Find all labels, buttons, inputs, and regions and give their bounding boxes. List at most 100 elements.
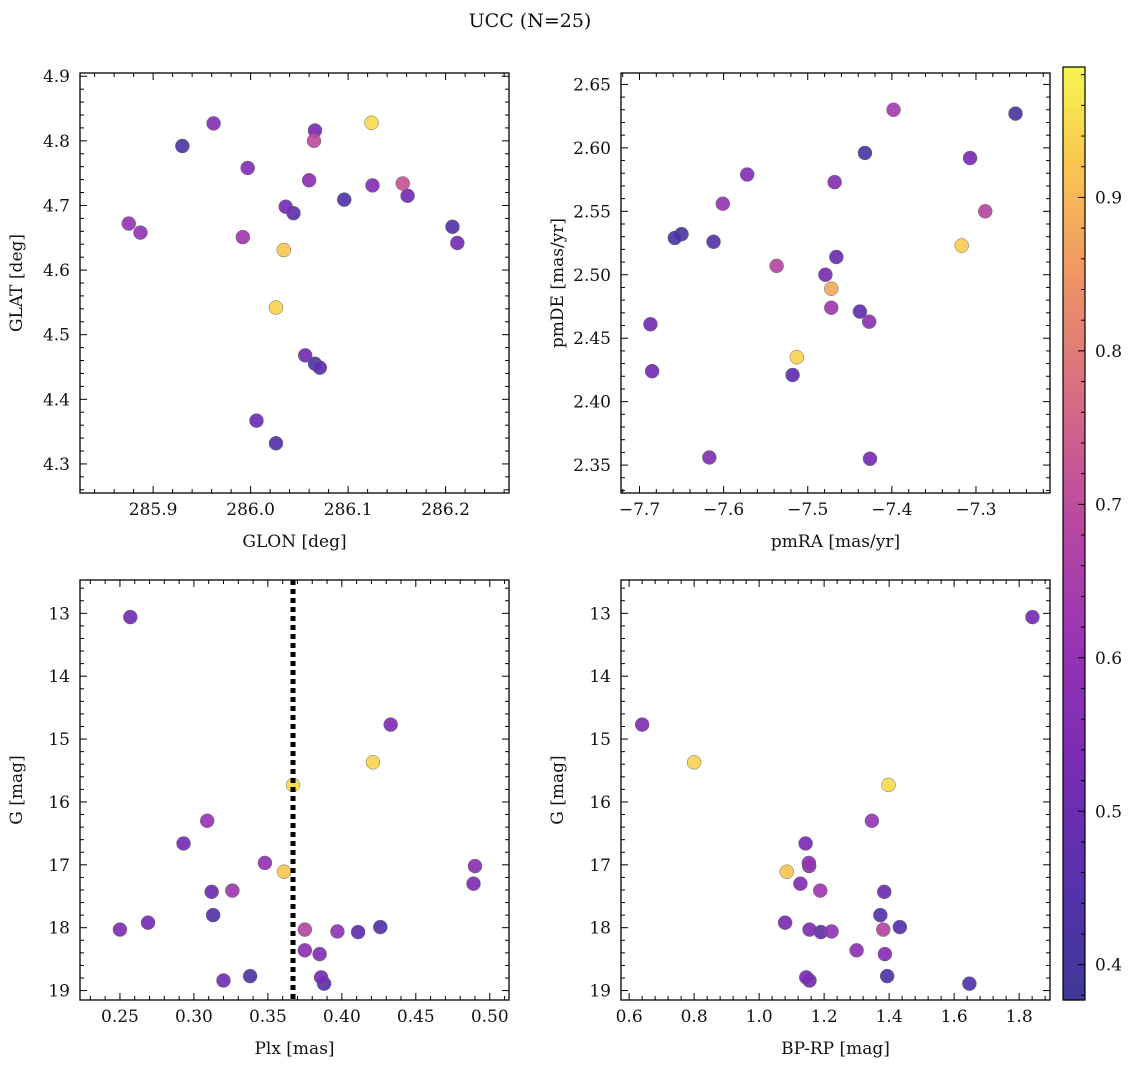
colorbar-segment <box>1063 121 1085 130</box>
data-point <box>175 138 190 154</box>
colorbar-segment <box>1063 828 1085 838</box>
colorbar-segment <box>1063 90 1085 99</box>
scatter-points <box>112 609 483 991</box>
colorbar-segment <box>1063 510 1085 519</box>
data-point <box>962 976 977 991</box>
colorbar-tick-label: 0.7 <box>1095 495 1122 515</box>
data-point <box>876 922 891 937</box>
data-point <box>467 858 483 874</box>
colorbar-segment <box>1063 766 1085 776</box>
x-tick-label: −7.3 <box>955 500 996 520</box>
colorbar-segment <box>1063 720 1085 729</box>
colorbar-segment <box>1063 136 1085 146</box>
colorbar-segment <box>1063 370 1085 379</box>
x-axis-label: BP-RP [mag] <box>781 1039 890 1059</box>
colorbar-segment <box>1063 144 1085 154</box>
colorbar-segment <box>1063 564 1085 573</box>
colorbar-segment <box>1063 432 1085 441</box>
colorbar-segment <box>1063 611 1085 620</box>
data-point <box>365 755 381 770</box>
data-point <box>824 281 839 296</box>
y-tick-label: 2.65 <box>573 75 611 95</box>
x-tick-label: 285.9 <box>129 500 178 520</box>
x-tick-label: −7.6 <box>703 500 744 520</box>
y-axis-label: pmDE [mas/yr] <box>548 218 568 348</box>
colorbar-segment <box>1063 704 1085 713</box>
y-tick-label: 15 <box>589 730 611 750</box>
panel-glon-glat: 285.9 286.0 286.1 286.2 4.3 4.4 4.5 4.6 4.7 4.8 4.… <box>7 67 510 552</box>
colorbar-segment <box>1063 852 1085 861</box>
x-tick-label: −7.7 <box>619 500 660 520</box>
data-point <box>336 192 352 207</box>
data-point <box>140 915 156 930</box>
y-tick-label: 4.3 <box>43 455 70 475</box>
colorbar-segment <box>1063 292 1085 301</box>
colorbar-segment <box>1063 323 1085 332</box>
data-point <box>242 968 258 984</box>
colorbar-segment <box>1063 751 1085 760</box>
x-tick-label: 0.25 <box>101 1007 139 1027</box>
colorbar-segment <box>1063 206 1085 216</box>
colorbar-segment <box>1063 74 1085 84</box>
data-point <box>769 258 784 274</box>
colorbar-segment <box>1063 440 1085 449</box>
data-point <box>877 884 892 900</box>
colorbar-segment <box>1063 906 1085 916</box>
colorbar-segment <box>1063 183 1085 192</box>
y-tick-label: 13 <box>48 604 70 624</box>
data-point <box>962 150 978 166</box>
data-point <box>278 199 293 215</box>
data-point <box>801 855 817 871</box>
x-tick-label: 0.35 <box>249 1007 287 1027</box>
x-tick-label: 1.6 <box>941 1007 968 1027</box>
colorbar-segment <box>1063 199 1085 208</box>
colorbar-segment <box>1063 315 1085 325</box>
colorbar-segment <box>1063 992 1085 1001</box>
x-tick-label: 0.50 <box>471 1007 509 1027</box>
y-tick-label: 2.55 <box>573 202 611 222</box>
data-point <box>216 973 231 988</box>
data-point <box>312 360 328 375</box>
data-point <box>312 946 327 962</box>
colorbar-segment <box>1063 276 1085 286</box>
data-point <box>824 924 839 939</box>
data-point <box>257 855 273 871</box>
y-tick-label: 18 <box>48 919 70 939</box>
colorbar-frame <box>1062 66 1086 1001</box>
colorbar-segment <box>1063 385 1085 395</box>
colorbar-segment <box>1063 619 1085 628</box>
colorbar-segment <box>1063 813 1085 822</box>
colorbar-segment <box>1063 922 1085 931</box>
colorbar-segment <box>1063 914 1085 923</box>
colorbar-segment <box>1063 82 1085 91</box>
colorbar-segment <box>1063 517 1085 527</box>
data-point <box>886 102 901 118</box>
data-point <box>364 115 379 131</box>
y-tick-label: 2.35 <box>573 456 611 476</box>
colorbar-tick-label: 0.5 <box>1095 802 1122 822</box>
scatter-points <box>643 102 1023 466</box>
data-point <box>864 813 880 829</box>
y-tick-label: 2.40 <box>573 393 611 413</box>
colorbar-segment <box>1063 152 1085 161</box>
data-point <box>779 864 794 879</box>
data-point <box>644 363 660 379</box>
data-point <box>829 249 844 265</box>
colorbar-segment <box>1063 253 1085 262</box>
data-point <box>1025 609 1040 625</box>
data-point <box>861 314 877 329</box>
figure-title: UCC (N=25) <box>469 10 592 32</box>
data-point <box>268 435 284 451</box>
plot-frame <box>620 579 1051 1001</box>
colorbar-segment <box>1063 424 1085 434</box>
y-tick-label: 13 <box>589 604 611 624</box>
y-axis-label: G [mag] <box>7 755 27 824</box>
colorbar-segment <box>1063 354 1085 364</box>
data-point <box>824 300 839 315</box>
colorbar-segment <box>1063 836 1085 846</box>
colorbar-segment <box>1063 961 1085 970</box>
colorbar-segment <box>1063 844 1085 853</box>
colorbar-segment <box>1063 580 1085 589</box>
colorbar-segment <box>1063 214 1085 224</box>
data-point <box>365 178 380 193</box>
